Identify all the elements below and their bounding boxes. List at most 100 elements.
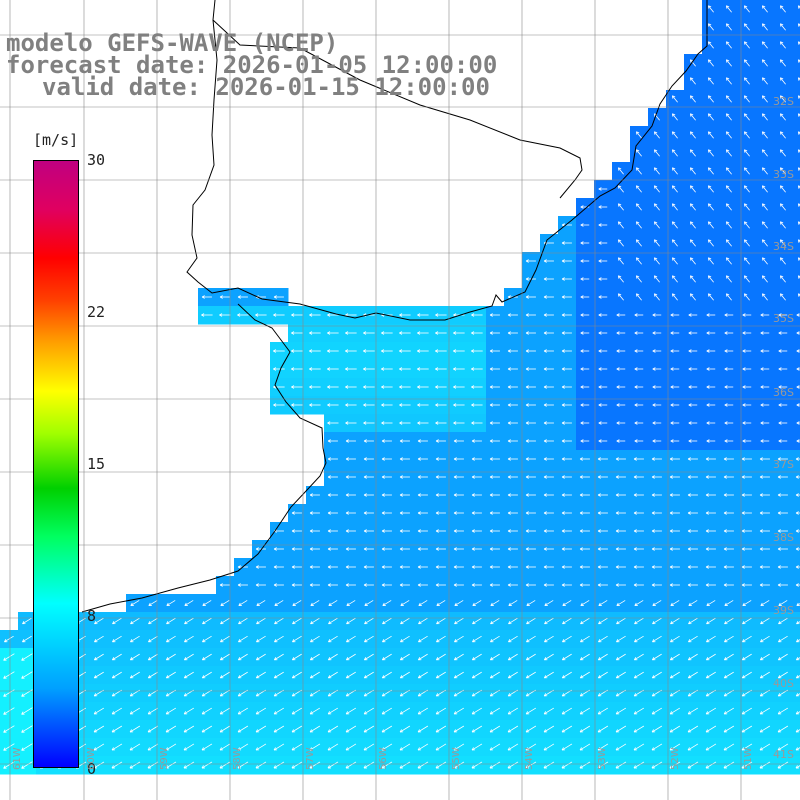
wind-arrow-head [165, 657, 169, 661]
wind-arrow [654, 275, 660, 283]
wind-arrow-head [743, 149, 746, 153]
wind-arrow-head [291, 657, 295, 661]
wind-arrow-head [742, 313, 746, 316]
wind-arrow-head [742, 639, 745, 643]
wind-arrow-head [381, 332, 385, 335]
wind-arrow-head [615, 765, 618, 769]
wind-arrow-head [507, 367, 511, 370]
wind-arrow-head [21, 657, 24, 661]
wind-arrow-head [725, 239, 728, 243]
wind-arrow-head [525, 404, 529, 407]
wind-cell [792, 702, 800, 721]
wind-arrow-head [219, 693, 223, 697]
wind-arrow-head [633, 583, 637, 586]
wind-arrow-head [417, 314, 421, 317]
wind-arrow-head [147, 711, 151, 715]
wind-arrow-head [744, 131, 748, 134]
wind-arrow [489, 761, 501, 769]
wind-arrow-head [489, 583, 493, 586]
wind-arrow-head [309, 693, 313, 697]
wind-arrow-head [543, 693, 547, 697]
wind-arrow-head [327, 314, 331, 317]
wind-arrow-head [652, 385, 656, 388]
wind-arrow-head [435, 367, 439, 370]
wind-arrow-head [507, 421, 511, 424]
wind-arrow-head [112, 639, 115, 643]
wind-arrow-head [634, 331, 638, 334]
wind-arrow-head [759, 765, 762, 769]
wind-arrow-head [690, 239, 694, 242]
wind-arrow-head [796, 350, 800, 353]
wind-arrow [726, 185, 732, 193]
wind-arrow-head [543, 259, 547, 262]
wind-arrow [723, 725, 735, 733]
wind-arrow [525, 743, 537, 751]
wind-arrow-head [687, 475, 691, 478]
wind-arrow-head [327, 403, 331, 406]
wind-arrow-head [237, 729, 240, 733]
wind-arrow [672, 257, 678, 265]
wind-arrow-head [291, 548, 295, 551]
wind-arrow-head [580, 332, 584, 335]
wind-arrow [328, 635, 338, 643]
wind-arrow-head [327, 385, 331, 388]
wind-arrow-head [724, 422, 728, 425]
wind-arrow-head [309, 493, 313, 496]
wind-arrow [633, 743, 645, 751]
wind-arrow-head [616, 314, 620, 317]
wind-arrow-head [435, 458, 439, 461]
wind-arrow [255, 707, 267, 715]
wind-arrow-head [381, 368, 385, 371]
coastline-north [212, 19, 583, 199]
wind-arrow [148, 600, 158, 606]
wind-arrow-head [363, 403, 367, 406]
wind-arrow-head [669, 583, 673, 586]
wind-arrow-head [689, 59, 692, 63]
wind-arrow-head [690, 293, 694, 296]
wind-arrow [3, 671, 15, 679]
wind-arrow-head [669, 458, 673, 461]
wind-arrow-head [327, 583, 331, 586]
wind-arrow-head [652, 404, 656, 407]
wind-arrow-head [726, 239, 730, 242]
wind-arrow [795, 729, 800, 733]
wind-arrow-head [636, 293, 640, 296]
wind-arrow-head [761, 203, 764, 207]
wind-arrow-head [688, 332, 692, 335]
wind-arrow [202, 671, 212, 679]
wind-arrow-head [417, 421, 421, 424]
wind-arrow-head [561, 530, 565, 533]
wind-arrow-head [525, 314, 529, 317]
wind-arrow-head [363, 349, 367, 352]
latitude-label: 40S [773, 677, 794, 690]
wind-arrow-head [652, 422, 656, 425]
wind-arrow-head [726, 113, 730, 116]
wind-arrow-head [111, 657, 115, 661]
wind-arrow-head [706, 332, 710, 335]
wind-arrow-head [670, 404, 674, 407]
wind-arrow-head [705, 657, 709, 661]
wind-arrow-head [580, 314, 584, 317]
wind-arrow-head [744, 239, 748, 242]
wind-arrow-head [744, 23, 748, 26]
wind-arrow-head [742, 403, 746, 406]
wind-arrow-head [346, 639, 349, 643]
wind-arrow-head [778, 385, 782, 388]
wind-arrow [670, 617, 680, 625]
wind-arrow-head [598, 349, 602, 352]
wind-arrow [417, 707, 429, 715]
wind-arrow [310, 635, 320, 643]
wind-arrow-head [598, 350, 602, 353]
wind-arrow [760, 671, 770, 679]
wind-arrow-head [562, 639, 565, 643]
wind-arrow [705, 707, 717, 715]
wind-arrow-head [762, 293, 766, 296]
wind-arrow [780, 293, 786, 301]
wind-arrow [708, 185, 714, 193]
wind-arrow-head [93, 657, 97, 661]
wind-arrow-head [363, 421, 367, 424]
wind-arrow-head [796, 422, 800, 425]
wind-arrow-head [741, 458, 745, 461]
wind-arrow-head [778, 386, 782, 389]
wind-arrow-head [111, 711, 115, 715]
